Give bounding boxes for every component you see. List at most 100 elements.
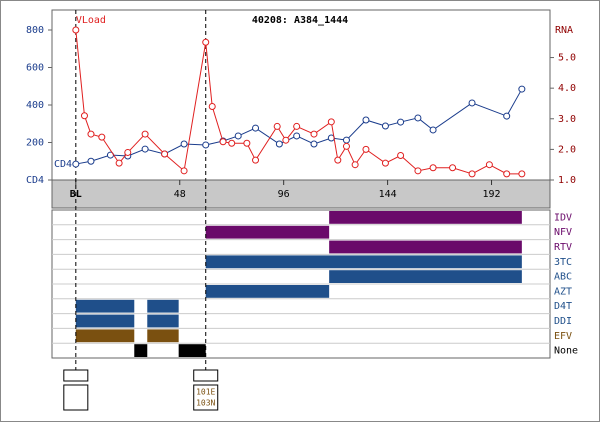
data-point <box>397 118 405 126</box>
chart-title: 40208: A384_1444 <box>252 15 348 26</box>
drug-bar <box>75 314 135 328</box>
drug-bar <box>147 329 179 343</box>
data-point <box>243 139 251 147</box>
y2-tick-label: 4.0 <box>558 83 576 94</box>
data-point <box>429 164 437 172</box>
y-tick-label: 600 <box>26 63 44 74</box>
data-point <box>72 26 80 34</box>
data-point <box>252 124 260 132</box>
data-point <box>397 152 405 160</box>
data-point <box>161 150 169 158</box>
plot-area <box>51 9 551 181</box>
data-point <box>124 148 132 156</box>
drug-label: 3TC <box>554 257 572 268</box>
data-point <box>310 130 318 138</box>
drug-bar <box>75 299 135 313</box>
y2-tick-label: 2.0 <box>558 144 576 155</box>
data-point <box>293 132 301 140</box>
drug-bar <box>329 211 522 224</box>
data-point <box>503 170 511 178</box>
data-point <box>202 141 210 149</box>
data-point <box>87 157 95 165</box>
drug-bar <box>205 225 330 239</box>
data-point <box>80 112 88 120</box>
data-point <box>468 170 476 178</box>
x-axis-band <box>51 179 551 209</box>
data-point <box>282 136 290 144</box>
data-point <box>334 156 342 164</box>
data-point <box>518 85 526 93</box>
data-point <box>310 140 318 148</box>
genotype-tab <box>63 369 89 382</box>
data-point <box>234 132 242 140</box>
drug-label: None <box>554 346 578 357</box>
y-tick-label: 800 <box>26 25 44 36</box>
data-point <box>72 160 80 168</box>
y2-axis-title: RNA <box>555 25 573 36</box>
data-point <box>141 130 149 138</box>
y2-tick-label: 3.0 <box>558 114 576 125</box>
data-point <box>141 145 149 153</box>
data-point <box>362 145 370 153</box>
x-tick-label: 192 <box>483 189 501 200</box>
y2-tick-label: 5.0 <box>558 53 576 64</box>
data-point <box>351 161 359 169</box>
y-tick-label: 400 <box>26 100 44 111</box>
x-tick-label: 96 <box>278 189 290 200</box>
data-point <box>180 167 188 175</box>
data-point <box>414 114 422 122</box>
data-point <box>180 140 188 148</box>
drug-label: EFV <box>554 331 572 342</box>
drug-bar <box>205 255 522 269</box>
drug-bar <box>329 270 522 283</box>
data-point <box>381 122 389 130</box>
data-point <box>327 118 335 126</box>
data-point <box>275 140 283 148</box>
drug-bar <box>178 344 206 357</box>
data-point <box>202 38 210 46</box>
data-point <box>208 103 216 111</box>
drug-label: NFV <box>554 227 572 238</box>
drug-bar <box>134 344 148 357</box>
data-point <box>273 122 281 130</box>
drug-label: ABC <box>554 272 572 283</box>
data-point <box>252 156 260 164</box>
y2-tick-label: 1.0 <box>558 175 576 186</box>
mutation-label: 103N <box>196 399 215 408</box>
drug-label: DDI <box>554 316 572 327</box>
data-point <box>219 138 227 146</box>
y-tick-label: 200 <box>26 138 44 149</box>
data-point <box>115 159 123 167</box>
drug-bar <box>75 329 135 343</box>
drug-label: AZT <box>554 286 572 297</box>
x-tick-label: 48 <box>174 189 186 200</box>
data-point <box>362 116 370 124</box>
drug-label: D4T <box>554 301 572 312</box>
series-label: CD4 <box>54 159 72 170</box>
data-point <box>87 130 95 138</box>
data-point <box>485 161 493 169</box>
data-point <box>503 112 511 120</box>
drug-bar <box>147 299 179 313</box>
data-point <box>414 167 422 175</box>
data-point <box>381 159 389 167</box>
data-point <box>228 139 236 147</box>
drug-label: RTV <box>554 242 572 253</box>
genotype-box <box>63 384 89 411</box>
x-tick-label: 144 <box>379 189 397 200</box>
data-point <box>98 133 106 141</box>
genotype-box <box>193 384 219 411</box>
data-point <box>429 126 437 134</box>
drug-bar <box>147 314 179 328</box>
drug-bar <box>329 240 522 254</box>
drug-bar <box>205 285 330 298</box>
data-point <box>518 170 526 178</box>
data-point <box>342 142 350 150</box>
genotype-tab <box>193 369 219 382</box>
series-label: VLoad <box>76 15 106 26</box>
drug-label: IDV <box>554 212 572 223</box>
data-point <box>468 99 476 107</box>
data-point <box>342 136 350 144</box>
data-point <box>293 122 301 130</box>
